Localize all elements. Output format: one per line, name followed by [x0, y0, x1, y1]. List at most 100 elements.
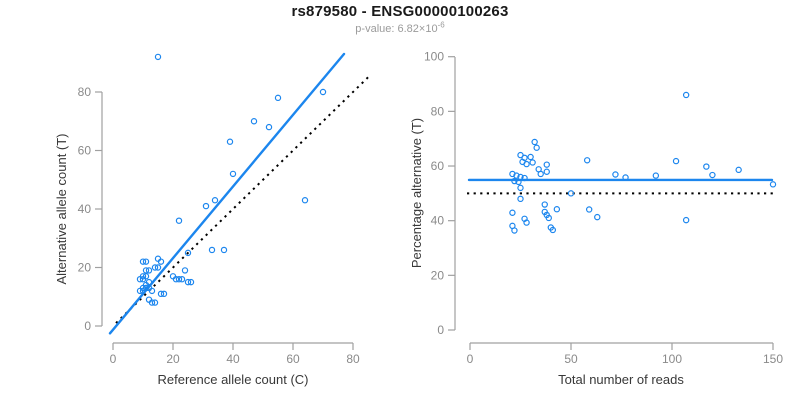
right-axes: 0 20 40 60 80 100 0 50 100 150	[424, 50, 783, 366]
data-point	[769, 181, 777, 188]
data-point	[527, 153, 534, 161]
data-point	[181, 267, 189, 274]
data-point	[187, 278, 195, 286]
y-tick-label: 40	[431, 214, 445, 228]
data-point	[535, 166, 542, 173]
data-point	[175, 217, 183, 224]
data-point	[250, 118, 258, 125]
data-point	[184, 278, 192, 286]
data-point	[531, 138, 538, 146]
left-marks	[108, 52, 371, 335]
data-point	[142, 267, 150, 274]
data-point	[585, 206, 593, 213]
y-tick-label: 0	[84, 319, 91, 333]
data-point	[139, 258, 147, 265]
right-scatter-panel: 0 20 40 60 80 100 0 50 100 150 Total number of re…	[409, 50, 783, 387]
x-tick-label: 0	[110, 352, 117, 366]
data-point	[529, 159, 536, 166]
data-point	[157, 290, 165, 298]
right-x-axis-label: Total number of reads	[558, 372, 684, 387]
right-y-axis-label: Percentage alternative (T)	[409, 118, 424, 268]
data-point	[142, 258, 150, 265]
x-tick-label: 0	[467, 352, 474, 366]
data-point	[709, 171, 716, 179]
y-tick-label: 60	[78, 144, 92, 158]
right-marks	[467, 91, 777, 234]
data-point	[549, 226, 557, 234]
data-point	[274, 94, 282, 102]
data-point	[567, 190, 575, 197]
data-point	[229, 170, 237, 178]
data-point	[160, 290, 168, 298]
data-point	[523, 219, 530, 226]
data-point	[511, 177, 518, 185]
left-axes: 0 20 40 60 80 0 20 40 60 80	[78, 85, 360, 366]
data-point	[301, 197, 309, 204]
data-point	[226, 138, 234, 145]
y-tick-label: 40	[78, 202, 92, 216]
data-point	[184, 249, 192, 257]
left-y-axis-label: Alternative allele count (T)	[54, 133, 69, 284]
y-tick-label: 60	[431, 159, 445, 173]
data-point	[612, 171, 619, 178]
fit-line	[108, 52, 346, 335]
data-point	[519, 158, 526, 166]
y-tick-label: 20	[431, 268, 445, 282]
data-point	[148, 287, 156, 295]
data-point	[515, 178, 522, 186]
data-point	[154, 53, 162, 61]
x-tick-label: 20	[166, 352, 180, 366]
data-point	[682, 216, 690, 224]
data-point	[139, 287, 147, 295]
data-point	[517, 151, 524, 159]
data-point	[172, 276, 180, 283]
data-point	[145, 278, 153, 286]
data-point	[545, 214, 552, 222]
data-point	[543, 161, 550, 168]
data-point	[509, 209, 516, 216]
left-x-axis-label: Reference allele count (C)	[157, 372, 308, 387]
data-point	[211, 197, 219, 204]
data-point	[202, 202, 210, 210]
data-point	[543, 168, 550, 175]
y-tick-label: 80	[78, 85, 92, 99]
y-tick-label: 0	[437, 323, 444, 337]
y-tick-label: 100	[424, 50, 444, 64]
data-point	[672, 157, 680, 165]
y-tick-label: 80	[431, 104, 445, 118]
data-point	[319, 88, 327, 96]
data-point	[139, 276, 147, 283]
data-point	[735, 166, 742, 174]
x-tick-label: 150	[763, 352, 783, 366]
data-point	[509, 170, 516, 178]
data-point	[652, 172, 660, 179]
data-point	[622, 174, 629, 181]
data-point	[145, 267, 153, 274]
data-point	[157, 258, 165, 265]
data-point	[533, 144, 540, 151]
data-point	[178, 276, 186, 283]
data-point	[220, 246, 228, 254]
y-tick-label: 20	[78, 261, 92, 275]
data-point	[553, 206, 561, 213]
data-point	[703, 163, 710, 170]
data-point	[208, 246, 216, 254]
data-point	[265, 123, 273, 131]
x-tick-label: 50	[564, 352, 578, 366]
data-point	[541, 201, 548, 208]
data-point	[151, 299, 159, 306]
data-point	[511, 227, 518, 234]
data-point	[517, 195, 524, 203]
identity-line	[115, 75, 371, 324]
data-point	[136, 276, 144, 283]
data-point	[682, 91, 690, 99]
data-point	[583, 157, 591, 164]
data-point	[148, 299, 156, 306]
data-point	[521, 174, 528, 182]
data-point	[136, 287, 144, 295]
data-point	[151, 264, 159, 271]
x-tick-label: 100	[662, 352, 682, 366]
x-tick-label: 60	[286, 352, 300, 366]
data-point	[175, 276, 183, 283]
